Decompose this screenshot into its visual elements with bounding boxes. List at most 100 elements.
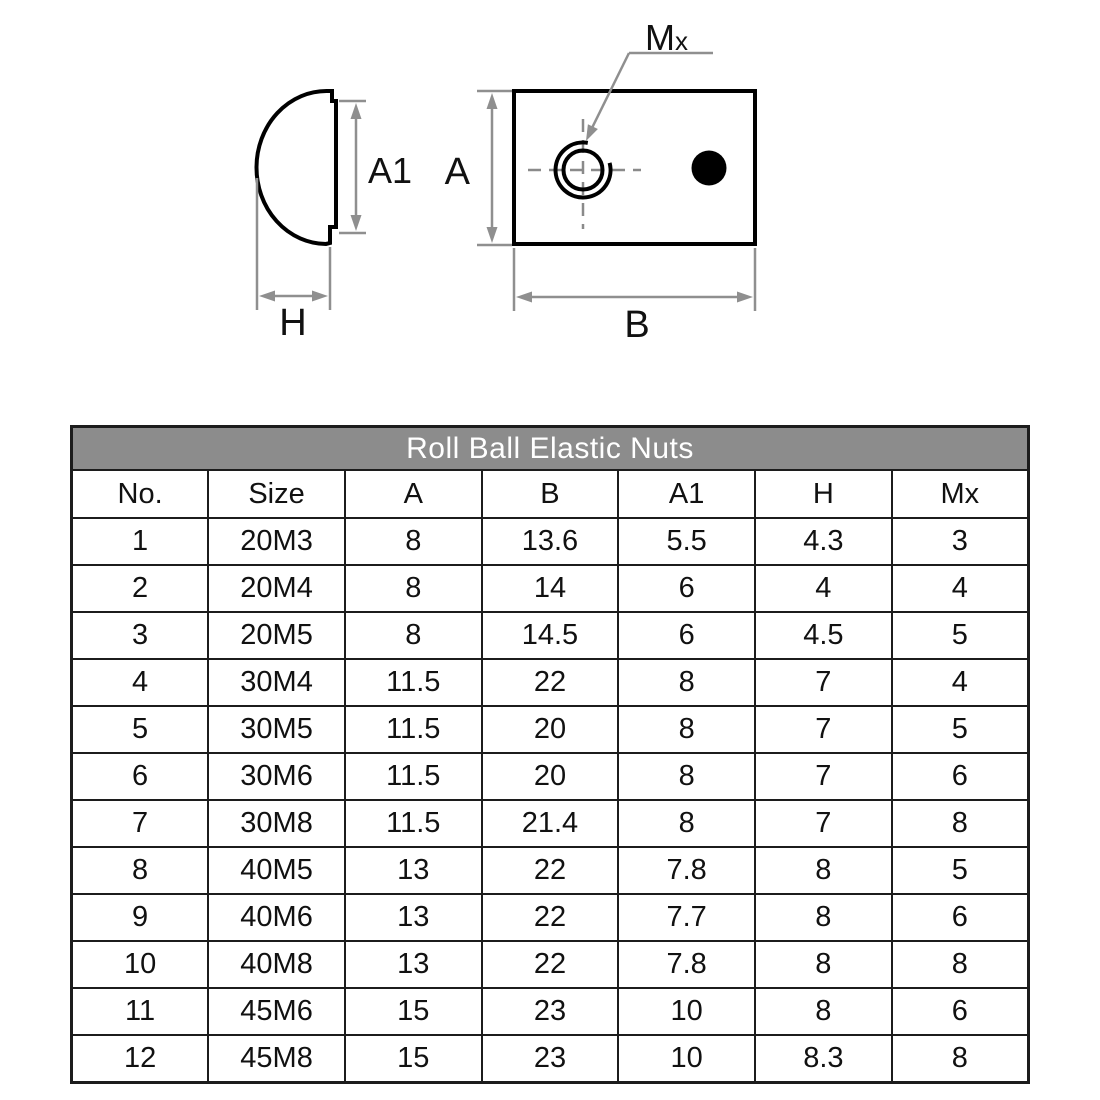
cell-b: 22: [480, 658, 620, 707]
cell-size: 45M8: [207, 1034, 346, 1084]
table-row: 7 30M8 11.5 21.4 8 7 8: [70, 799, 1030, 848]
a-arrow-down-icon: [486, 227, 498, 243]
table-row: 1 20M3 8 13.6 5.5 4.3 3: [70, 517, 1030, 566]
cell-b: 23: [480, 1034, 620, 1084]
b-arrow-right-icon: [737, 291, 753, 303]
cell-mx: 8: [890, 1034, 1030, 1084]
cell-mx: 6: [890, 893, 1030, 942]
cell-a1: 5.5: [617, 517, 757, 566]
col-header-no: No.: [70, 469, 210, 519]
thread-hole-inner-circle: [561, 148, 605, 192]
cell-no: 9: [70, 893, 210, 942]
cell-size: 20M3: [207, 517, 346, 566]
table-row: 5 30M5 11.5 20 8 7 5: [70, 705, 1030, 754]
b-arrow-left-icon: [516, 291, 532, 303]
cell-mx: 8: [890, 940, 1030, 989]
table-row: 8 40M5 13 22 7.8 8 5: [70, 846, 1030, 895]
cell-h: 7: [754, 658, 893, 707]
cell-mx: 5: [890, 705, 1030, 754]
dim-label-a1: A1: [368, 150, 412, 191]
cell-size: 30M8: [207, 799, 346, 848]
cell-h: 8: [754, 846, 893, 895]
cell-no: 6: [70, 752, 210, 801]
cell-a1: 10: [617, 1034, 757, 1084]
nut-body-outline: [512, 89, 757, 246]
table-row: 12 45M8 15 23 10 8.3 8: [70, 1034, 1030, 1084]
h-arrow-right-icon: [312, 290, 328, 302]
nut-profile-shape: [254, 88, 338, 247]
cell-a: 11.5: [343, 705, 483, 754]
cell-a: 15: [343, 987, 483, 1036]
cell-size: 30M5: [207, 705, 346, 754]
cell-a1: 7.8: [617, 940, 757, 989]
table-title: Roll Ball Elastic Nuts: [70, 425, 1030, 471]
a1-arrow-up-icon: [350, 103, 362, 119]
cell-h: 7: [754, 705, 893, 754]
table-row: 10 40M8 13 22 7.8 8 8: [70, 940, 1030, 989]
cell-no: 2: [70, 564, 210, 613]
cell-h: 8: [754, 940, 893, 989]
cell-h: 8: [754, 987, 893, 1036]
cell-no: 10: [70, 940, 210, 989]
cell-h: 7: [754, 799, 893, 848]
table-row: 4 30M4 11.5 22 8 7 4: [70, 658, 1030, 707]
cell-a1: 8: [617, 799, 757, 848]
cell-no: 7: [70, 799, 210, 848]
cell-a: 13: [343, 893, 483, 942]
cell-size: 30M6: [207, 752, 346, 801]
cell-size: 20M5: [207, 611, 346, 660]
cell-a1: 7.8: [617, 846, 757, 895]
cell-no: 11: [70, 987, 210, 1036]
cell-b: 22: [480, 893, 620, 942]
col-header-mx: Mx: [890, 469, 1030, 519]
cell-a: 11.5: [343, 752, 483, 801]
cell-b: 23: [480, 987, 620, 1036]
col-header-a: A: [343, 469, 483, 519]
cell-a: 11.5: [343, 799, 483, 848]
dim-label-mx-sub: x: [675, 26, 688, 56]
cell-mx: 5: [890, 846, 1030, 895]
table-row: 2 20M4 8 14 6 4 4: [70, 564, 1030, 613]
cell-mx: 5: [890, 611, 1030, 660]
cell-no: 12: [70, 1034, 210, 1084]
cell-mx: 6: [890, 752, 1030, 801]
spec-table: Roll Ball Elastic Nuts No. Size A B A1 H…: [70, 425, 1030, 1084]
cell-a1: 8: [617, 705, 757, 754]
cell-h: 4.3: [754, 517, 893, 566]
side-view-drawing: A1 H: [254, 88, 412, 344]
cell-b: 22: [480, 846, 620, 895]
table-row: 11 45M6 15 23 10 8 6: [70, 987, 1030, 1036]
cell-b: 13.6: [480, 517, 620, 566]
cell-a: 8: [343, 611, 483, 660]
cell-b: 21.4: [480, 799, 620, 848]
cell-size: 45M6: [207, 987, 346, 1036]
dim-label-h: H: [279, 302, 306, 344]
technical-drawing: A1 H M x: [254, 17, 757, 346]
dim-label-a: A: [445, 151, 471, 193]
cell-no: 3: [70, 611, 210, 660]
table-row: 9 40M6 13 22 7.7 8 6: [70, 893, 1030, 942]
cell-b: 20: [480, 752, 620, 801]
cell-size: 30M4: [207, 658, 346, 707]
cell-mx: 4: [890, 564, 1030, 613]
a1-arrow-down-icon: [350, 215, 362, 231]
cell-size: 40M6: [207, 893, 346, 942]
cell-a1: 6: [617, 564, 757, 613]
cell-a: 11.5: [343, 658, 483, 707]
cell-a: 8: [343, 517, 483, 566]
cell-h: 7: [754, 752, 893, 801]
cell-size: 20M4: [207, 564, 346, 613]
h-arrow-left-icon: [259, 290, 275, 302]
cell-size: 40M8: [207, 940, 346, 989]
dim-label-mx-main: M: [645, 17, 675, 58]
col-header-h: H: [754, 469, 893, 519]
cell-a: 13: [343, 940, 483, 989]
front-view-drawing: M x A B: [445, 17, 757, 346]
cell-no: 8: [70, 846, 210, 895]
cell-no: 4: [70, 658, 210, 707]
cell-h: 4.5: [754, 611, 893, 660]
cell-a1: 10: [617, 987, 757, 1036]
table-header-row: No. Size A B A1 H Mx: [70, 469, 1030, 519]
cell-b: 14: [480, 564, 620, 613]
